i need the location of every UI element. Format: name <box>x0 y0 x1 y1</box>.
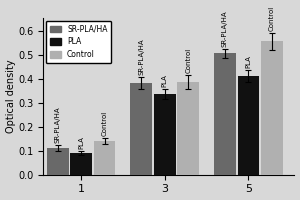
Bar <box>130 83 152 175</box>
Bar <box>261 41 283 175</box>
Bar <box>154 94 176 175</box>
Bar <box>47 148 68 175</box>
Text: PLA: PLA <box>245 55 251 68</box>
Legend: SR-PLA/HA, PLA, Control: SR-PLA/HA, PLA, Control <box>46 21 111 63</box>
Text: Control: Control <box>185 48 191 73</box>
Text: SR-PLA/HA: SR-PLA/HA <box>222 10 228 47</box>
Text: Control: Control <box>269 6 275 31</box>
Text: SR-PLA/HA: SR-PLA/HA <box>138 39 144 75</box>
Bar <box>70 153 92 175</box>
Y-axis label: Optical density: Optical density <box>6 60 16 133</box>
Bar <box>177 82 199 175</box>
Text: Control: Control <box>101 111 107 136</box>
Bar <box>94 141 116 175</box>
Text: PLA: PLA <box>162 75 168 87</box>
Bar <box>214 53 236 175</box>
Text: PLA: PLA <box>78 136 84 149</box>
Bar <box>238 76 259 175</box>
Text: SR-PLA/HA: SR-PLA/HA <box>55 107 61 143</box>
